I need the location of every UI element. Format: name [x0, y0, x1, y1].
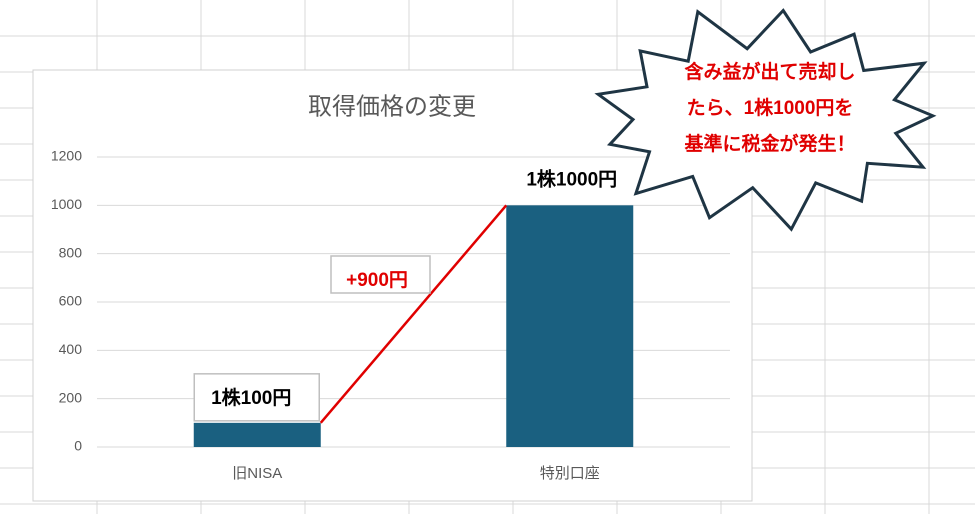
chart-title: 取得価格の変更	[308, 93, 476, 120]
label-box	[193, 373, 320, 422]
y-tick-label: 1200	[51, 148, 82, 164]
connector-line	[319, 204, 508, 424]
plot: 0 200 400 600 800 1000 1200 旧NISA 特別口座 1株100円 1株10…	[51, 148, 730, 482]
y-tick-label: 800	[59, 244, 83, 260]
y-tick-label: 600	[59, 293, 83, 309]
callout-text: たら、1株1000円を	[687, 96, 854, 119]
bar	[193, 422, 321, 447]
starburst	[594, 8, 937, 232]
annotation: +900円	[346, 270, 408, 291]
x-tick-label: 旧NISA	[232, 465, 282, 482]
data-label: 1株100円	[211, 386, 291, 409]
bar	[506, 205, 634, 447]
y-tick-label: 400	[59, 341, 83, 357]
data-label: 1株1000円	[526, 167, 617, 190]
y-tick-label: 0	[74, 438, 82, 454]
annotation-box	[330, 255, 431, 294]
callout-text: 含み益が出て売却し	[684, 60, 855, 83]
x-tick-label: 特別口座	[540, 465, 600, 482]
callout-text: 基準に税金が発生！	[683, 132, 855, 155]
y-tick-label: 1000	[51, 196, 82, 212]
y-tick-label: 200	[59, 389, 83, 405]
